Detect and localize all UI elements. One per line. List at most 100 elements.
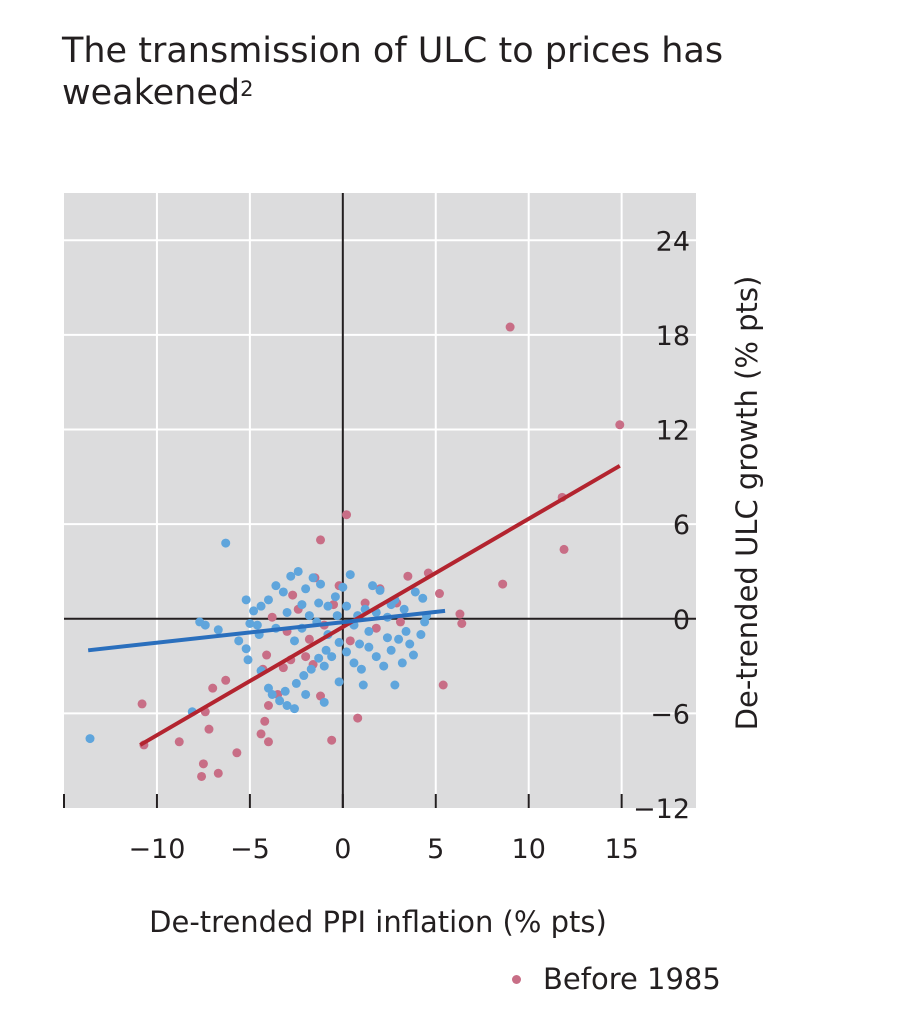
point-after-1985: [278, 587, 288, 597]
y-tick-label: 6: [673, 510, 690, 541]
point-after-1985: [401, 626, 411, 636]
point-before-1985: [505, 322, 515, 332]
point-after-1985: [316, 579, 326, 589]
point-before-1985: [262, 650, 272, 660]
x-tick-label: −5: [230, 834, 270, 865]
point-after-1985: [332, 611, 342, 621]
fit-line-before-1985: [139, 464, 621, 747]
point-after-1985: [327, 652, 337, 662]
point-after-1985: [304, 611, 314, 621]
point-after-1985: [405, 639, 415, 649]
fit-line-after-1985: [87, 608, 446, 653]
point-after-1985: [418, 593, 428, 603]
point-after-1985: [306, 664, 316, 674]
point-after-1985: [282, 701, 292, 710]
point-before-1985: [174, 737, 184, 747]
point-before-1985: [327, 735, 337, 745]
point-after-1985: [368, 581, 378, 591]
point-after-1985: [319, 661, 329, 671]
point-after-1985: [416, 630, 426, 640]
point-before-1985: [615, 420, 625, 430]
plot-area: [64, 193, 696, 808]
point-after-1985: [289, 704, 299, 714]
point-before-1985: [256, 729, 266, 739]
point-after-1985: [364, 642, 374, 652]
point-before-1985: [278, 663, 288, 673]
point-before-1985: [360, 598, 370, 608]
point-after-1985: [356, 664, 366, 674]
point-after-1985: [243, 655, 253, 665]
x-tick-label: 15: [604, 834, 638, 865]
y-tick-label: 12: [656, 416, 690, 447]
point-after-1985: [386, 645, 396, 655]
y-axis-title: De-trended ULC growth (% pts): [730, 276, 764, 731]
point-before-1985: [403, 571, 413, 581]
point-after-1985: [358, 680, 368, 690]
point-before-1985: [353, 713, 363, 723]
point-after-1985: [275, 696, 285, 706]
point-after-1985: [291, 678, 301, 688]
point-after-1985: [379, 661, 389, 671]
point-after-1985: [334, 637, 344, 647]
point-before-1985: [304, 634, 314, 644]
y-tick-label: 0: [673, 605, 690, 636]
point-after-1985: [394, 634, 404, 644]
point-before-1985: [204, 724, 214, 734]
point-after-1985: [221, 538, 231, 548]
point-before-1985: [263, 701, 273, 710]
y-tick-label: 24: [656, 226, 690, 257]
point-after-1985: [338, 582, 348, 592]
point-after-1985: [241, 595, 251, 605]
point-after-1985: [252, 620, 262, 630]
x-tick-label: 0: [334, 834, 351, 865]
point-before-1985: [208, 683, 218, 693]
point-after-1985: [330, 592, 340, 602]
point-after-1985: [249, 606, 259, 616]
point-after-1985: [342, 647, 352, 657]
point-before-1985: [342, 510, 352, 520]
point-after-1985: [280, 686, 290, 696]
point-after-1985: [293, 566, 303, 576]
point-before-1985: [457, 619, 467, 628]
point-after-1985: [308, 573, 318, 583]
point-after-1985: [85, 734, 95, 744]
point-before-1985: [345, 636, 355, 646]
point-before-1985: [498, 579, 508, 589]
point-before-1985: [434, 589, 444, 599]
point-after-1985: [241, 644, 251, 654]
point-after-1985: [289, 636, 299, 646]
point-after-1985: [382, 633, 392, 643]
point-after-1985: [263, 595, 273, 605]
point-before-1985: [395, 617, 405, 627]
point-before-1985: [455, 609, 465, 619]
point-after-1985: [299, 671, 309, 681]
point-after-1985: [345, 570, 355, 580]
point-after-1985: [319, 697, 329, 707]
point-before-1985: [263, 737, 273, 747]
point-before-1985: [137, 699, 147, 709]
point-after-1985: [364, 626, 374, 636]
point-after-1985: [286, 571, 296, 581]
point-before-1985: [197, 771, 207, 781]
point-after-1985: [301, 689, 311, 699]
point-before-1985: [371, 623, 381, 633]
chart-title: The transmission of ULC to prices has we…: [62, 30, 822, 114]
point-after-1985: [245, 619, 255, 628]
point-after-1985: [297, 600, 307, 610]
point-after-1985: [323, 601, 333, 611]
point-before-1985: [267, 612, 277, 622]
point-after-1985: [282, 607, 292, 617]
x-tick-label: 5: [427, 834, 444, 865]
x-tick-label: −10: [128, 834, 185, 865]
point-before-1985: [221, 675, 231, 685]
point-after-1985: [200, 620, 210, 630]
point-after-1985: [349, 658, 359, 668]
grid-lines: [64, 193, 696, 808]
tick-labels: −10 −5 0 5 10 15 24 18 12 6 0 −6 −12: [128, 226, 690, 865]
point-after-1985: [301, 584, 311, 594]
chart-title-text: The transmission of ULC to prices has we…: [62, 31, 724, 113]
legend-label-before-1985: Before 1985: [543, 962, 721, 996]
point-before-1985: [316, 535, 326, 545]
y-tick-label: 18: [656, 321, 690, 352]
point-after-1985: [397, 658, 407, 668]
